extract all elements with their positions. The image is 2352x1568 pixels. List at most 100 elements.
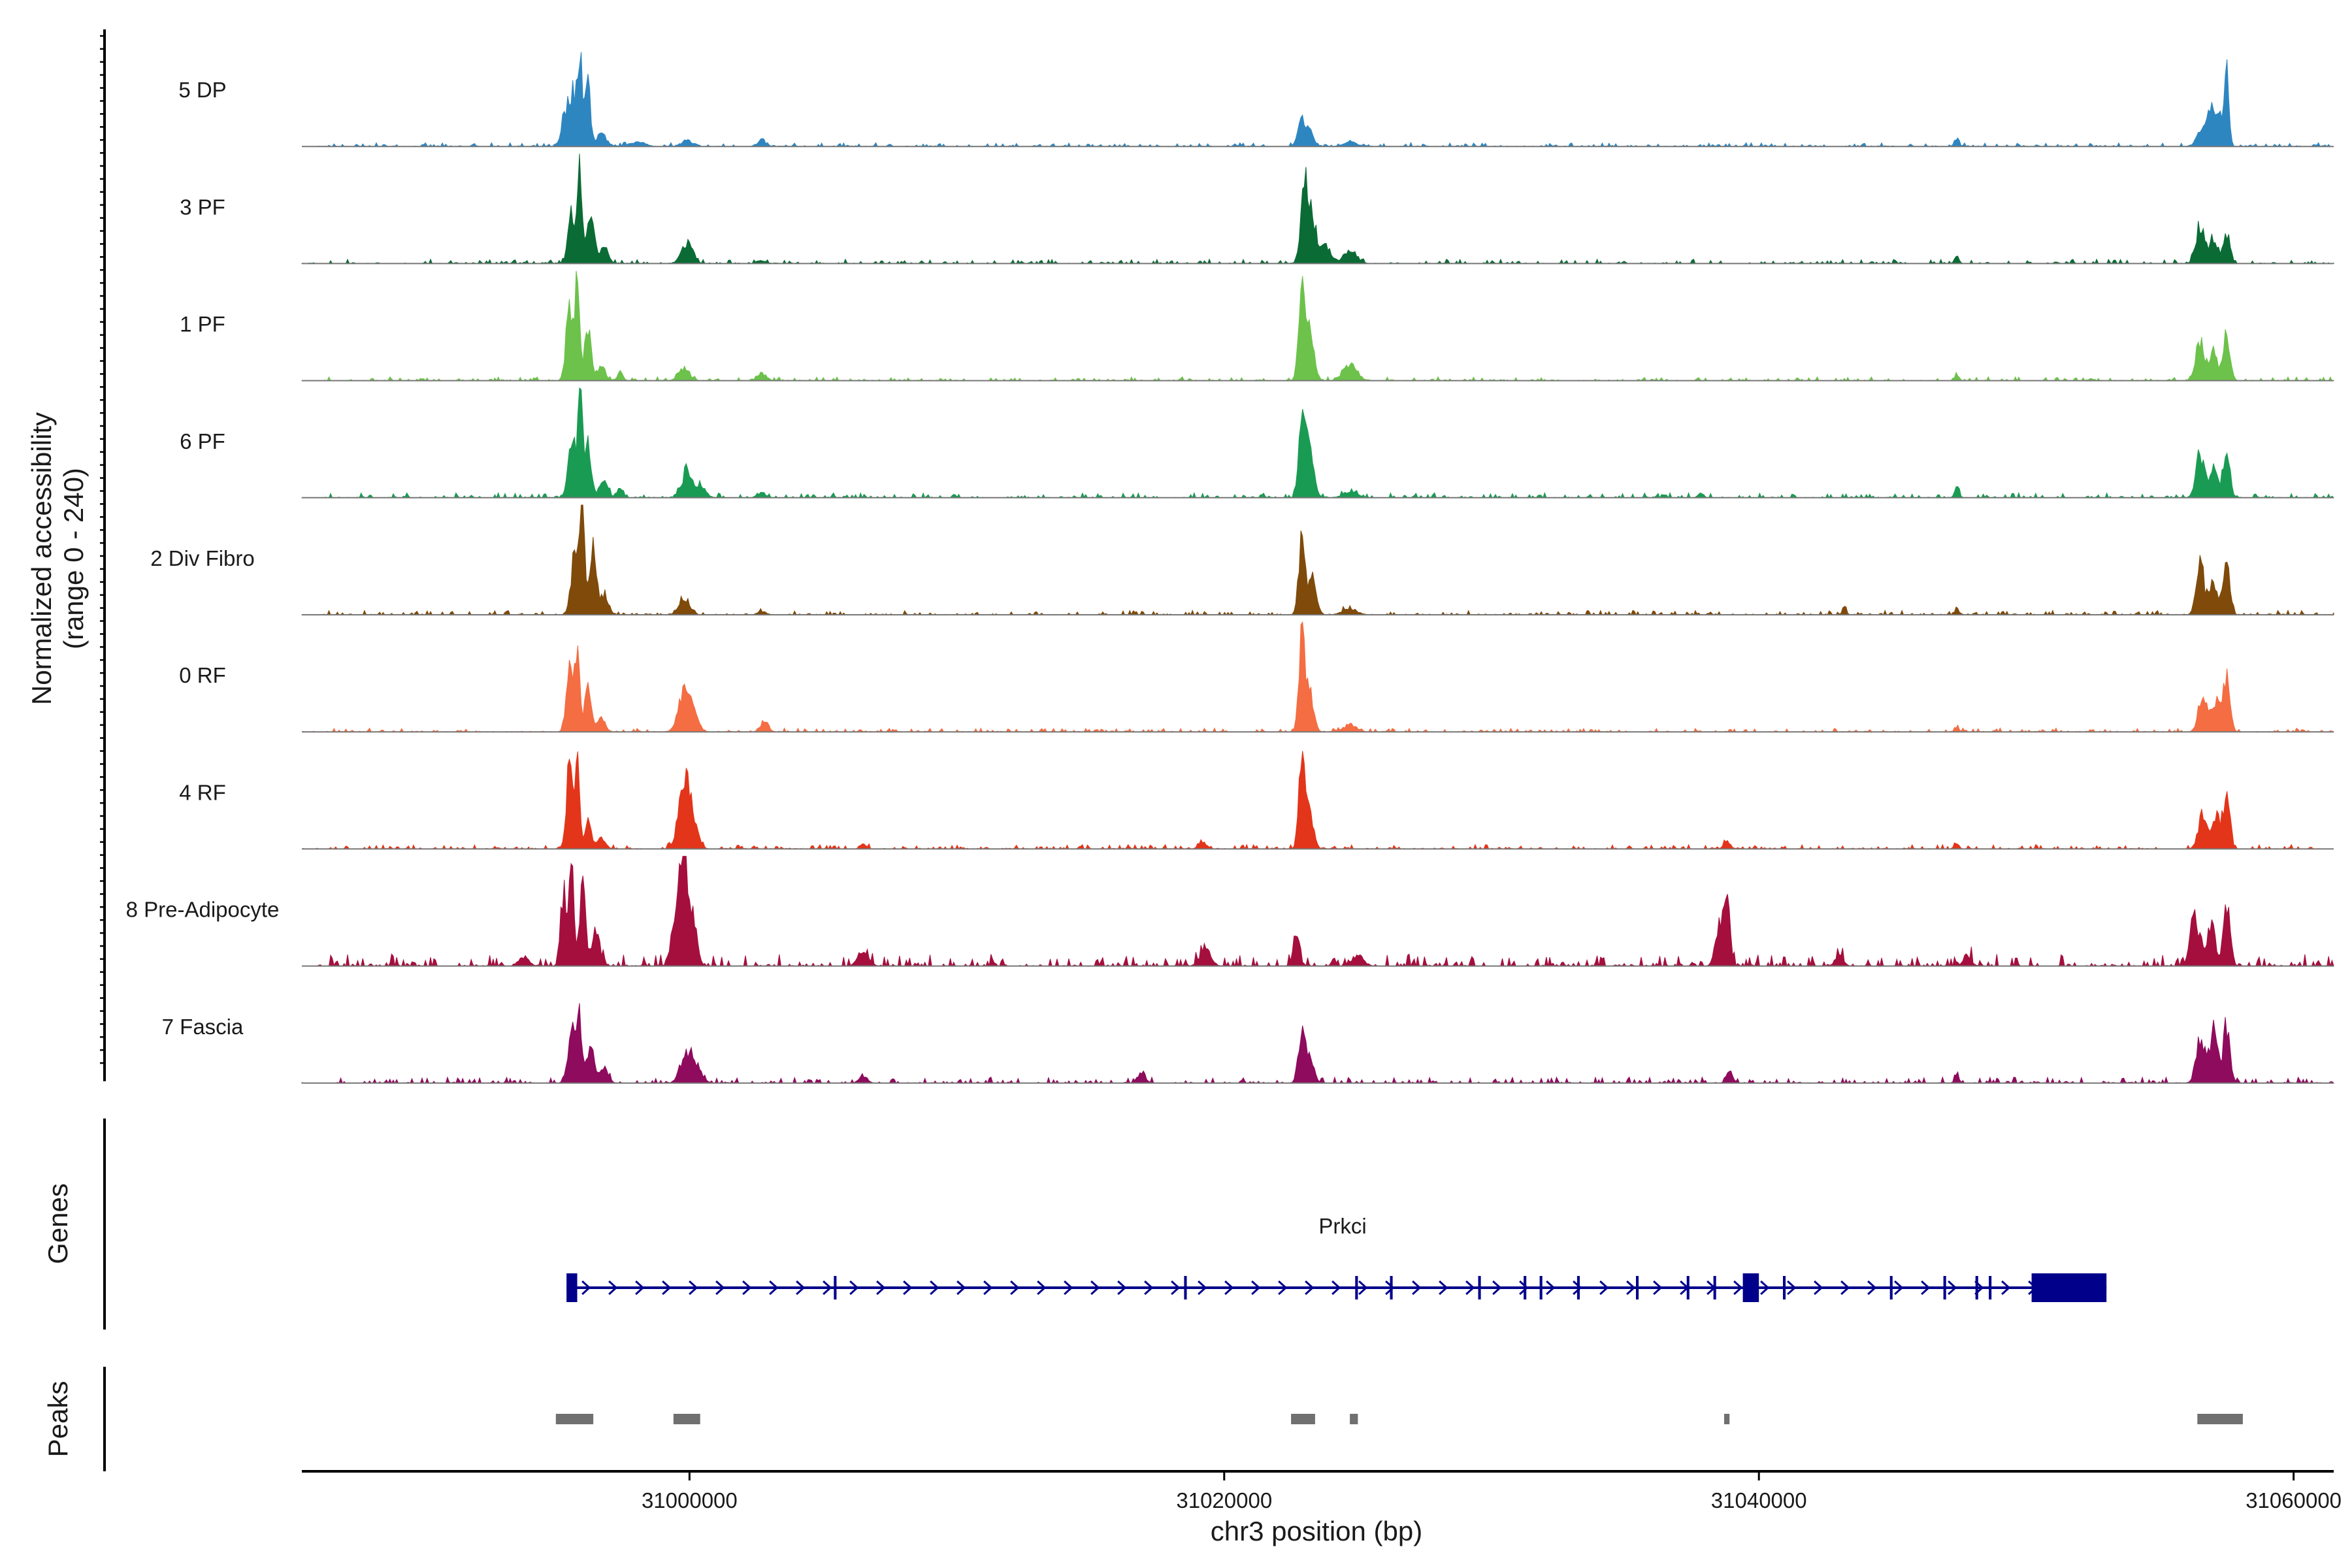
strand-arrow [581,1280,591,1296]
genes-panel-label: Genes [42,1183,73,1264]
strand-arrow [1465,1280,1475,1296]
gene-exon [1355,1276,1358,1299]
strand-arrow [1198,1280,1207,1296]
strand-arrow [1626,1280,1636,1296]
track-6: 4 RF [179,751,2334,850]
peaks-panel-label: Peaks [42,1381,73,1458]
track-4: 2 Div Fibro [150,504,2334,616]
track-label: 5 DP [178,78,226,102]
x-tick-label: 31020000 [1176,1488,1272,1512]
strand-arrow [796,1280,806,1296]
track-7: 8 Pre-Adipocyte [126,856,2334,968]
gene-exon [566,1273,578,1302]
peak-regions [555,1414,2243,1424]
track-5: 0 RF [179,621,2334,733]
x-axis-title: chr3 position (bp) [1211,1516,1423,1546]
strand-arrow [1546,1280,1556,1296]
gene-exon [1184,1276,1187,1299]
gene-model [566,1273,2107,1302]
track-area [301,621,2334,733]
gene-exon [1390,1276,1393,1299]
track-label: 1 PF [180,312,225,336]
peak-region [1291,1414,1315,1424]
track-0: 5 DP [178,52,2334,148]
track-label: 3 PF [180,195,225,219]
track-8: 7 Fascia [162,1003,2335,1085]
strand-arrow [1867,1280,1877,1296]
strand-arrow [1599,1280,1609,1296]
gene-exon [1713,1276,1716,1299]
strand-arrow [1278,1280,1288,1296]
strand-arrow [1733,1280,1743,1296]
gene-name-label: Prkci [1318,1214,1366,1238]
strand-arrow [1117,1280,1127,1296]
gene-exon [1524,1276,1527,1299]
strand-arrow [608,1280,618,1296]
track-area [301,387,2334,499]
track-label: 2 Div Fibro [150,546,255,570]
gene-exon [1943,1276,1946,1299]
track-label: 8 Pre-Adipocyte [126,898,280,922]
strand-arrow [1358,1280,1368,1296]
strand-arrow [742,1280,752,1296]
track-area [301,751,2334,850]
strand-arrow [1921,1280,1931,1296]
peak-region [2197,1414,2243,1424]
strand-arrow [1064,1280,1073,1296]
track-area [301,270,2334,382]
strand-arrow [1144,1280,1154,1296]
peak-region [1350,1414,1358,1424]
strand-arrow [1840,1280,1850,1296]
strand-arrow [903,1280,913,1296]
track-area [301,1003,2335,1085]
track-area [302,856,2334,968]
strand-arrow [1385,1280,1395,1296]
gene-exon [1889,1276,1893,1299]
strand-arrow [2001,1280,2011,1296]
gene-exon [1478,1276,1481,1299]
strand-arrow [1519,1280,1529,1296]
x-tick-label: 31060000 [2246,1488,2342,1512]
track-area [301,504,2334,616]
gene-exon [1783,1276,1786,1299]
strand-arrow [823,1280,832,1296]
track-area [302,52,2334,148]
peak-region [673,1414,700,1424]
strand-arrow [1439,1280,1448,1296]
strand-arrow [1331,1280,1341,1296]
strand-arrow [930,1280,939,1296]
y-axis-title-line1: Normalized accessibility [26,412,57,705]
peak-region [555,1414,594,1424]
track-3: 6 PF [180,387,2334,499]
strand-arrow [1412,1280,1422,1296]
strand-arrow [1305,1280,1315,1296]
strand-arrow [956,1280,966,1296]
gene-exon [1636,1276,1639,1299]
track-label: 4 RF [179,780,226,804]
coverage-y-ticks [100,35,105,1064]
strand-arrow [1224,1280,1234,1296]
track-area [301,154,2334,265]
track-1: 3 PF [180,154,2334,265]
strand-arrow [849,1280,859,1296]
y-axis-title-line2: (range 0 - 240) [58,468,89,649]
gene-exon [1576,1276,1580,1299]
strand-arrow [1894,1280,1904,1296]
strand-arrow [1171,1280,1181,1296]
strand-arrow [1573,1280,1582,1296]
track-2: 1 PF [180,270,2334,382]
strand-arrow [1251,1280,1261,1296]
gene-exon [1539,1276,1543,1299]
gene-exon [1742,1273,1759,1302]
track-label: 0 RF [179,663,226,687]
strand-arrow [1090,1280,1100,1296]
strand-arrow [1787,1280,1797,1296]
gene-exon [834,1276,837,1299]
strand-arrow [769,1280,779,1296]
strand-arrow [983,1280,993,1296]
strand-arrow [1037,1280,1047,1296]
strand-arrow [715,1280,725,1296]
x-tick-label: 31000000 [642,1488,738,1512]
x-axis-ticks: 31000000 31020000 31040000 31060000 [642,1471,2342,1512]
strand-arrow [662,1280,672,1296]
